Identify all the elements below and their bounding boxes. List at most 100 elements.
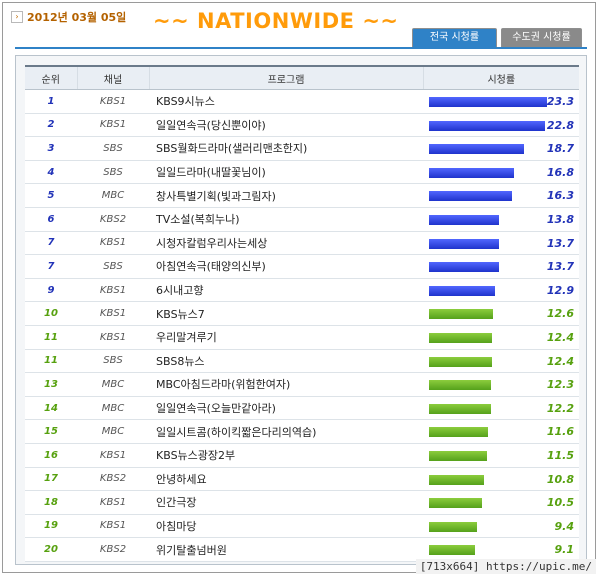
rank-cell: 14: [25, 396, 77, 421]
rank-cell: 7: [25, 231, 77, 256]
rating-value: 13.7: [546, 260, 574, 274]
rank-cell: 17: [25, 467, 77, 492]
rating-value: 12.3: [546, 378, 574, 392]
program-cell: 시청자칼럼우리사는세상: [149, 231, 423, 256]
table-row: 7 SBS 아침연속극(태양의신부) 13.7: [25, 254, 579, 279]
rank-cell: 1: [25, 89, 77, 114]
rating-cell: 13.7: [423, 254, 579, 279]
program-cell: KBS9시뉴스: [149, 89, 423, 114]
rating-cell: 16.3: [423, 183, 579, 208]
rank-cell: 15: [25, 419, 77, 444]
table-row: 9 KBS1 6시내고향 12.9: [25, 278, 579, 303]
rating-value: 11.5: [546, 448, 574, 462]
region-tabs: 전국 시청률 수도권 시청률: [412, 28, 582, 47]
rating-cell: 23.3: [423, 89, 579, 114]
tab-capital-area[interactable]: 수도권 시청률: [501, 28, 582, 47]
rating-cell: 13.7: [423, 231, 579, 256]
channel-cell: KBS1: [77, 490, 149, 515]
program-cell: 안녕하세요: [149, 467, 423, 492]
rating-cell: 12.3: [423, 372, 579, 397]
rating-value: 9.1: [554, 543, 575, 557]
table-row: 15 MBC 일일시트콤(하이킥짧은다리의역습) 11.6: [25, 419, 579, 444]
channel-cell: MBC: [77, 396, 149, 421]
table-row: 13 MBC MBC아침드라마(위험한여자) 12.3: [25, 372, 579, 397]
table-row: 5 MBC 창사특별기획(빛과그림자) 16.3: [25, 183, 579, 208]
program-cell: MBC아침드라마(위험한여자): [149, 372, 423, 397]
table-row: 18 KBS1 인간극장 10.5: [25, 490, 579, 515]
channel-cell: KBS1: [77, 113, 149, 138]
channel-cell: KBS1: [77, 514, 149, 539]
rating-cell: 12.4: [423, 349, 579, 374]
rating-value: 22.8: [546, 118, 574, 132]
rank-cell: 6: [25, 207, 77, 232]
rating-value: 12.9: [546, 283, 574, 297]
rating-value: 12.2: [546, 401, 574, 415]
rating-bar: [429, 474, 484, 485]
table-row: 11 SBS SBS8뉴스 12.4: [25, 349, 579, 374]
table-row: 4 SBS 일일드라마(내딸꽃님이) 16.8: [25, 160, 579, 185]
rating-cell: 11.6: [423, 419, 579, 444]
rating-value: 23.3: [546, 95, 574, 108]
rating-cell: 12.2: [423, 396, 579, 421]
program-cell: KBS뉴스7: [149, 301, 423, 326]
rating-value: 12.4: [546, 354, 574, 368]
ratings-rows: 1 KBS1 KBS9시뉴스 23.3 2 KBS1 일일연속극(당신뿐이야) 22.8 3 SB…: [25, 89, 579, 562]
table-row: 19 KBS1 아침마당 9.4: [25, 514, 579, 539]
rating-bar: [429, 144, 524, 155]
chevron-right-icon: ›: [11, 11, 23, 23]
rating-cell: 16.8: [423, 160, 579, 185]
rating-cell: 12.6: [423, 301, 579, 326]
program-cell: 창사특별기획(빛과그림자): [149, 183, 423, 208]
program-cell: 일일연속극(오늘만같아라): [149, 396, 423, 421]
rank-cell: 11: [25, 325, 77, 350]
rank-cell: 13: [25, 372, 77, 397]
rank-cell: 4: [25, 160, 77, 185]
rating-bar: [429, 262, 499, 273]
rating-value: 11.6: [546, 425, 574, 439]
rank-cell: 7: [25, 254, 77, 279]
channel-cell: KBS2: [77, 537, 149, 562]
rating-bar: [429, 403, 491, 414]
channel-cell: KBS1: [77, 325, 149, 350]
rank-cell: 9: [25, 278, 77, 303]
rating-value: 9.4: [554, 519, 575, 533]
channel-cell: KBS2: [77, 207, 149, 232]
column-header-channel: 채널: [76, 65, 149, 90]
rank-cell: 3: [25, 136, 77, 161]
rating-bar: [429, 332, 492, 343]
rating-bar: [429, 285, 495, 296]
program-cell: 아침연속극(태양의신부): [149, 254, 423, 279]
program-cell: 인간극장: [149, 490, 423, 515]
rank-cell: 10: [25, 301, 77, 326]
rating-value: 18.7: [546, 142, 574, 156]
watermark: [713x664] https://upic.me/: [415, 559, 596, 574]
rating-bar: [429, 545, 475, 556]
channel-cell: SBS: [77, 160, 149, 185]
table-row: 20 KBS2 위기탈출넘버원 9.1: [25, 537, 579, 562]
channel-cell: KBS1: [77, 278, 149, 303]
program-cell: 우리말겨루기: [149, 325, 423, 350]
program-cell: 위기탈출넘버원: [149, 537, 423, 562]
channel-cell: KBS2: [77, 467, 149, 492]
program-cell: 아침마당: [149, 514, 423, 539]
table-row: 1 KBS1 KBS9시뉴스 23.3: [25, 89, 579, 114]
rating-bar: [429, 427, 488, 438]
channel-cell: SBS: [77, 254, 149, 279]
tab-underline: [15, 47, 587, 49]
rating-cell: 13.8: [423, 207, 579, 232]
rating-cell: 10.8: [423, 467, 579, 492]
program-cell: TV소설(복희누나): [149, 207, 423, 232]
rating-bar: [429, 97, 547, 107]
rating-bar: [429, 238, 499, 249]
rank-cell: 11: [25, 349, 77, 374]
rating-value: 10.8: [546, 472, 574, 486]
rating-bar: [429, 356, 492, 367]
rating-bar: [429, 521, 477, 532]
tab-nationwide[interactable]: 전국 시청률: [412, 28, 497, 47]
rating-bar: [429, 214, 499, 225]
date-header: › 2012년 03월 05일: [11, 10, 126, 24]
program-cell: 일일시트콤(하이킥짧은다리의역습): [149, 419, 423, 444]
rank-cell: 16: [25, 443, 77, 468]
rating-bar: [429, 191, 512, 202]
table-row: 10 KBS1 KBS뉴스7 12.6: [25, 301, 579, 326]
